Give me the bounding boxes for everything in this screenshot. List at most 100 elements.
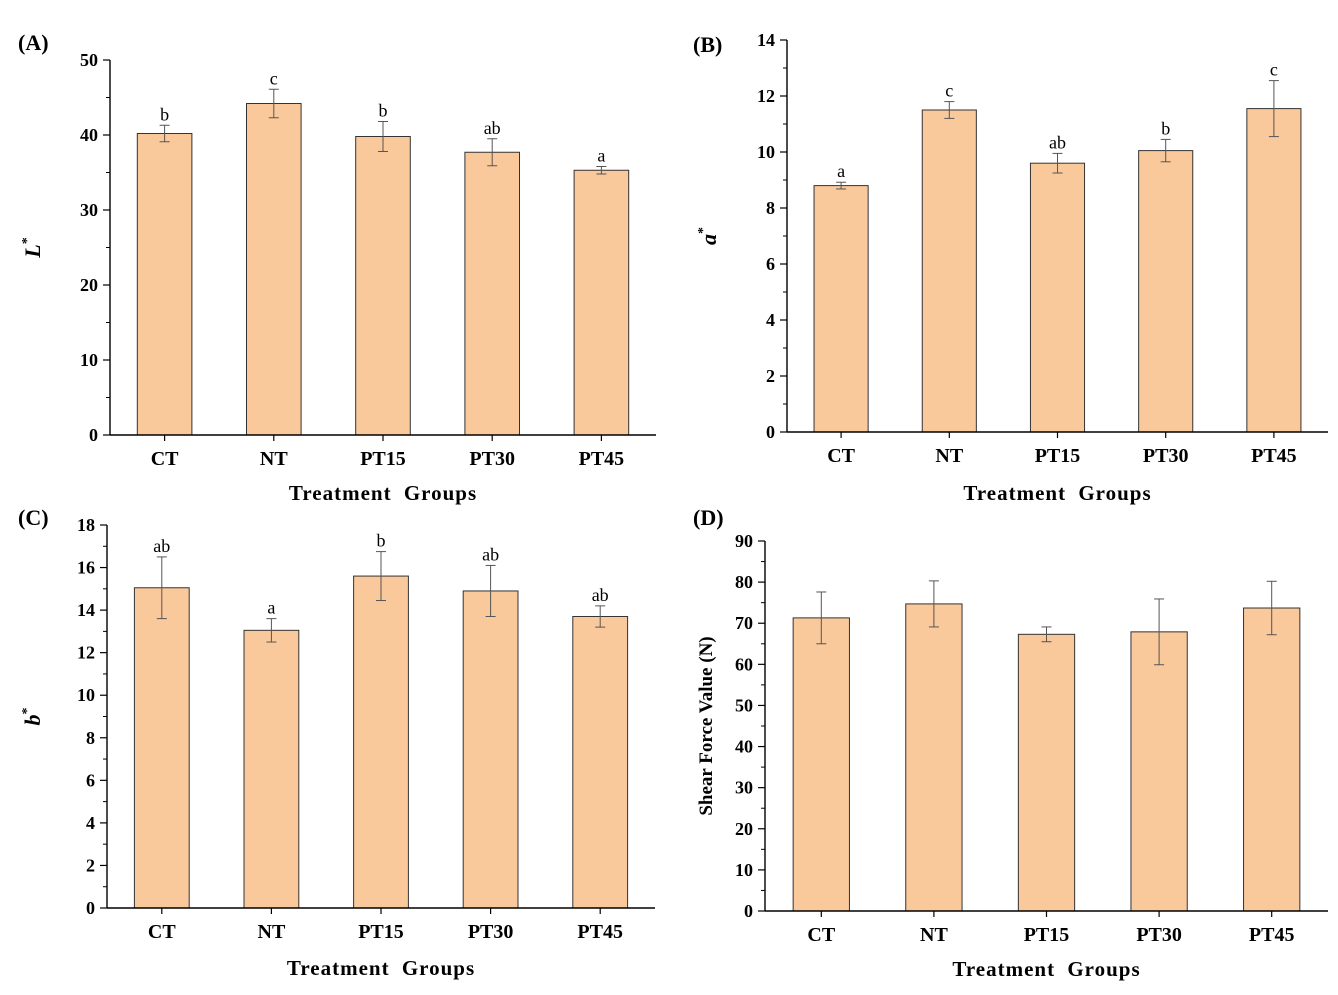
x-tick-label: PT30 bbox=[1143, 445, 1189, 467]
x-tick-label: CT bbox=[827, 445, 855, 467]
significance-label: ab bbox=[592, 585, 609, 605]
significance-label: c bbox=[945, 81, 953, 101]
bar-pt45 bbox=[1246, 108, 1302, 433]
y-tick-label: 6 bbox=[766, 254, 775, 274]
x-tick-label: PT30 bbox=[1136, 924, 1182, 946]
error-bar-pt45 bbox=[1268, 80, 1279, 138]
bar-pt30 bbox=[462, 590, 519, 909]
error-bar-ct bbox=[816, 591, 827, 645]
bar-ct bbox=[792, 617, 850, 912]
y-tick-label: 4 bbox=[86, 813, 95, 833]
y-tick-label: 0 bbox=[86, 898, 95, 918]
y-tick-label: 18 bbox=[77, 515, 95, 535]
error-bar-ct bbox=[836, 181, 847, 190]
bar-pt30 bbox=[464, 151, 520, 436]
y-tick-label: 2 bbox=[86, 855, 95, 875]
bar-pt30 bbox=[1138, 150, 1194, 433]
y-axis-title: a* bbox=[696, 227, 721, 245]
y-tick-label: 50 bbox=[735, 695, 753, 715]
significance-label: ab bbox=[153, 536, 170, 556]
bar-ct bbox=[136, 133, 193, 436]
bar-nt bbox=[905, 603, 963, 912]
significance-label: ab bbox=[482, 544, 499, 564]
bar-nt bbox=[921, 109, 977, 433]
x-tick-label: PT45 bbox=[577, 921, 623, 943]
error-bar-pt45 bbox=[596, 166, 607, 175]
y-axis-title: Shear Force Value (N) bbox=[696, 636, 717, 815]
panel-label: (C) bbox=[18, 505, 49, 530]
y-tick-label: 20 bbox=[735, 819, 753, 839]
y-axis-title: b* bbox=[20, 708, 45, 726]
significance-label: c bbox=[270, 68, 278, 88]
y-tick-label: 6 bbox=[86, 770, 95, 790]
x-tick-label: PT30 bbox=[468, 921, 514, 943]
x-tick-label: NT bbox=[260, 448, 288, 470]
y-tick-label: 8 bbox=[766, 198, 775, 218]
significance-label: b bbox=[160, 104, 169, 124]
bar-pt15 bbox=[1029, 162, 1086, 433]
error-bar-pt15 bbox=[1052, 152, 1063, 174]
significance-label: b bbox=[379, 101, 388, 121]
error-bar-nt bbox=[268, 88, 279, 119]
x-tick-label: PT45 bbox=[1249, 924, 1295, 946]
y-tick-label: 70 bbox=[735, 613, 753, 633]
error-bar-pt15 bbox=[378, 121, 388, 152]
y-tick-label: 60 bbox=[735, 654, 753, 674]
y-tick-label: 14 bbox=[77, 600, 95, 620]
y-tick-label: 40 bbox=[80, 125, 98, 145]
bar-pt15 bbox=[1017, 633, 1076, 912]
y-tick-label: 16 bbox=[77, 558, 95, 578]
y-tick-label: 0 bbox=[744, 901, 753, 921]
x-tick-label: NT bbox=[258, 921, 286, 943]
error-bar-ct bbox=[159, 124, 170, 143]
error-bar-pt15 bbox=[1041, 626, 1052, 643]
bar-pt30 bbox=[1130, 631, 1188, 912]
error-bar-pt30 bbox=[487, 138, 498, 167]
y-tick-label: 4 bbox=[766, 310, 775, 330]
significance-label: b bbox=[377, 531, 386, 551]
x-axis-title: Treatment Groups bbox=[963, 481, 1151, 505]
bar-ct bbox=[813, 185, 869, 433]
y-tick-label: 10 bbox=[757, 142, 775, 162]
y-tick-label: 14 bbox=[757, 30, 775, 50]
y-tick-label: 30 bbox=[80, 200, 98, 220]
bar-pt45 bbox=[573, 169, 630, 436]
error-bar-pt15 bbox=[376, 551, 386, 602]
chart-panel-4: (D) CT NT PT15 PT30 PT45 0 10 20 30 40 50 60 70 80 90 Tr… bbox=[693, 505, 1328, 981]
bar-nt bbox=[246, 103, 302, 436]
y-tick-label: 0 bbox=[89, 425, 98, 445]
x-tick-label: NT bbox=[935, 445, 963, 467]
y-tick-label: 10 bbox=[77, 685, 95, 705]
chart-panel-2: (B) a CT c NT ab PT15 b PT30 c PT45 0 2 4 6 8 10 12 14 Trea… bbox=[693, 30, 1328, 505]
x-tick-label: PT45 bbox=[1251, 445, 1297, 467]
panel-label: (D) bbox=[693, 505, 724, 530]
y-tick-label: 10 bbox=[735, 860, 753, 880]
chart-panel-3: (C) ab CT a NT b PT15 ab PT30 ab PT45 0 2 4 6 8 10 12 14 16… bbox=[18, 505, 655, 980]
x-tick-label: PT45 bbox=[579, 448, 625, 470]
significance-label: ab bbox=[484, 118, 501, 138]
y-tick-label: 20 bbox=[80, 275, 98, 295]
significance-label: a bbox=[837, 161, 845, 181]
significance-label: c bbox=[1270, 60, 1278, 80]
y-tick-label: 2 bbox=[766, 366, 775, 386]
y-tick-label: 50 bbox=[80, 50, 98, 70]
chart-panel-1: (A) b CT c NT b PT15 ab PT30 a PT45 0 10 20 30 40 50 Trea… bbox=[18, 30, 656, 505]
y-tick-label: 90 bbox=[735, 531, 753, 551]
bar-pt15 bbox=[353, 575, 409, 909]
error-bar-pt30 bbox=[485, 564, 496, 617]
x-tick-label: PT15 bbox=[358, 921, 404, 943]
bar-pt15 bbox=[355, 136, 411, 436]
error-bar-nt bbox=[944, 101, 955, 119]
error-bar-ct bbox=[156, 556, 167, 620]
x-axis-title: Treatment Groups bbox=[287, 956, 475, 980]
error-bar-pt30 bbox=[1160, 138, 1171, 163]
bar-pt45 bbox=[1243, 607, 1301, 912]
error-bar-pt30 bbox=[1154, 598, 1165, 666]
y-tick-label: 0 bbox=[766, 422, 775, 442]
x-tick-label: PT15 bbox=[360, 448, 406, 470]
error-bar-pt45 bbox=[1266, 580, 1277, 636]
x-tick-label: NT bbox=[920, 924, 948, 946]
x-tick-label: CT bbox=[807, 924, 835, 946]
significance-label: a bbox=[267, 598, 275, 618]
